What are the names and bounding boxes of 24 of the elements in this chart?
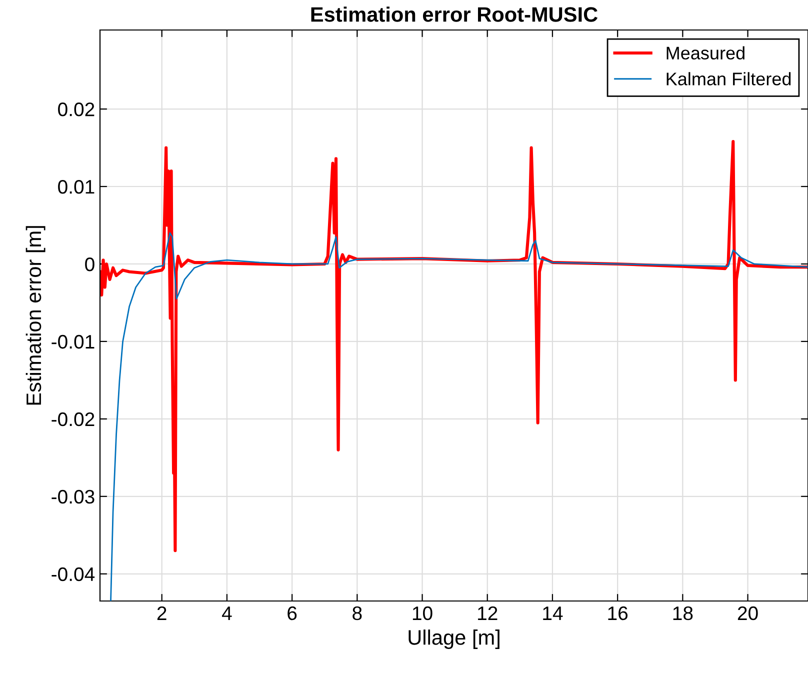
y-tick-label: -0.02 — [52, 412, 94, 426]
x-tick-label: 6 — [288, 606, 297, 620]
x-tick-label: 14 — [543, 606, 563, 620]
x-tick-label: 18 — [673, 606, 693, 620]
x-tick-label: 10 — [412, 606, 432, 620]
line-series — [100, 140, 808, 552]
x-tick-label: 8 — [352, 606, 362, 620]
y-axis-title: Estimation error [m] — [26, 226, 46, 405]
chart-title: Estimation error Root-MUSIC — [311, 6, 598, 22]
y-tick-label: -0.03 — [52, 490, 94, 504]
legend-label: Measured — [666, 46, 744, 60]
x-axis-title: Ullage [m] — [408, 630, 500, 649]
x-tick-label: 16 — [608, 606, 628, 620]
line-series — [110, 232, 808, 601]
x-tick-label: 4 — [222, 606, 232, 620]
y-tick-label: 0.01 — [58, 180, 94, 194]
x-tick-label: 12 — [478, 606, 498, 620]
y-tick-label: -0.01 — [52, 334, 94, 349]
y-tick-label: 0 — [85, 257, 94, 272]
x-tick-label: 20 — [738, 606, 758, 620]
y-tick-label: 0.02 — [58, 102, 94, 116]
y-tick-label: -0.04 — [52, 567, 95, 582]
x-tick-label: 2 — [157, 606, 166, 620]
legend-label: Kalman Filtered — [666, 72, 791, 86]
